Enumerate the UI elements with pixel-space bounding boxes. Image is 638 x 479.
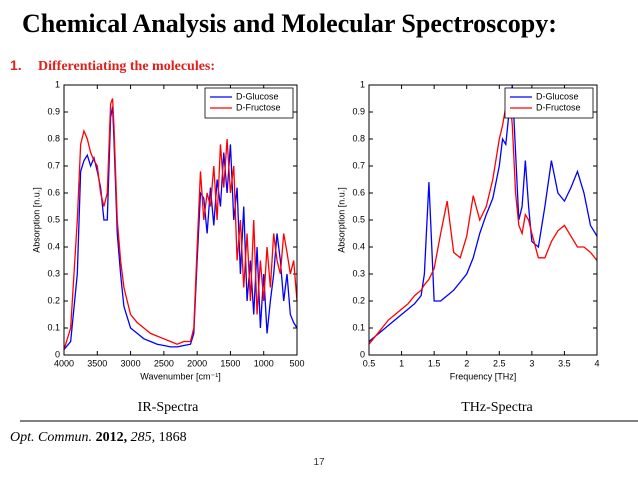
y-tick-label: 0 — [55, 349, 60, 359]
x-tick-label: 2.5 — [493, 358, 506, 368]
x-axis-label: Wavenumber [cm⁻¹] — [140, 371, 220, 381]
data-line — [368, 84, 598, 343]
y-tick-label: 0.4 — [352, 241, 365, 251]
x-tick-label: 1500 — [220, 358, 240, 368]
x-tick-label: 3000 — [121, 358, 141, 368]
y-tick-label: 0.3 — [352, 268, 365, 278]
page-number: 17 — [313, 457, 325, 468]
legend-label: D-Glucose — [236, 91, 279, 101]
y-tick-label: 0.2 — [47, 295, 60, 305]
y-tick-label: 0.1 — [47, 322, 60, 332]
x-tick-label: 500 — [289, 358, 304, 368]
y-axis-label: Absorption [n.u.] — [336, 187, 346, 253]
x-tick-label: 1000 — [254, 358, 274, 368]
x-tick-label: 4 — [594, 358, 599, 368]
y-tick-label: 0.8 — [352, 133, 365, 143]
y-axis-label: Absorption [n.u.] — [31, 187, 41, 253]
x-tick-label: 3500 — [87, 358, 107, 368]
x-tick-label: 3.5 — [558, 358, 571, 368]
legend-box — [504, 87, 594, 119]
y-tick-label: 1 — [55, 79, 60, 89]
x-tick-label: 4000 — [54, 358, 74, 368]
caption: IR-Spectra — [138, 400, 199, 415]
y-tick-label: 0.3 — [47, 268, 60, 278]
citation-journal: Opt. Commun. — [10, 430, 92, 445]
caption: THz-Spectra — [461, 400, 533, 415]
y-tick-label: 0 — [360, 349, 365, 359]
item-number: 1. — [10, 57, 22, 73]
y-tick-label: 0.5 — [47, 214, 60, 224]
citation-volume: 285, — [131, 430, 156, 445]
citation-pages: 1868 — [159, 430, 187, 445]
x-tick-label: 1.5 — [428, 358, 441, 368]
citation-year: 2012, — [96, 430, 128, 445]
x-tick-label: 2000 — [187, 358, 207, 368]
citation: Opt. Commun. 2012, 285, 1868 — [10, 430, 187, 445]
chart: 0 0.1 0.2 0.3 0.4 0.5 0.6 0.7 0.8 0.9 1 0.5 1 1.5 2 2.5… — [336, 79, 599, 381]
x-tick-label: 2 — [464, 358, 469, 368]
data-line — [368, 87, 598, 345]
plot-area — [369, 85, 597, 355]
x-tick-label: 2500 — [154, 358, 174, 368]
legend-label: D-Glucose — [536, 91, 579, 101]
axes-box — [368, 84, 598, 356]
y-tick-label: 0.7 — [352, 160, 365, 170]
y-tick-label: 0.6 — [47, 187, 60, 197]
y-tick-label: 0.8 — [47, 133, 60, 143]
y-tick-label: 0.9 — [47, 106, 60, 116]
plot-area — [64, 85, 297, 355]
x-tick-label: 1 — [399, 358, 404, 368]
y-tick-label: 0.7 — [47, 160, 60, 170]
x-tick-label: 3 — [529, 358, 534, 368]
y-tick-label: 0.4 — [47, 241, 60, 251]
legend-label: D-Fructose — [536, 102, 581, 112]
y-tick-label: 0.2 — [352, 295, 365, 305]
y-tick-label: 0.5 — [352, 214, 365, 224]
y-tick-label: 1 — [360, 79, 365, 89]
axes-box — [63, 84, 298, 356]
x-axis-label: Frequency [THz] — [450, 371, 517, 381]
item-text: Differentiating the molecules: — [38, 59, 215, 74]
legend-label: D-Fructose — [236, 102, 281, 112]
y-tick-label: 0.1 — [352, 322, 365, 332]
chart: 0 0.1 0.2 0.3 0.4 0.5 0.6 0.7 0.8 0.9 1 4000 3500 300… — [31, 79, 304, 381]
y-tick-label: 0.9 — [352, 106, 365, 116]
legend-box — [204, 87, 294, 119]
data-line — [63, 98, 298, 350]
x-tick-label: 0.5 — [363, 358, 376, 368]
y-tick-label: 0.6 — [352, 187, 365, 197]
slide-title: Chemical Analysis and Molecular Spectros… — [22, 9, 557, 38]
